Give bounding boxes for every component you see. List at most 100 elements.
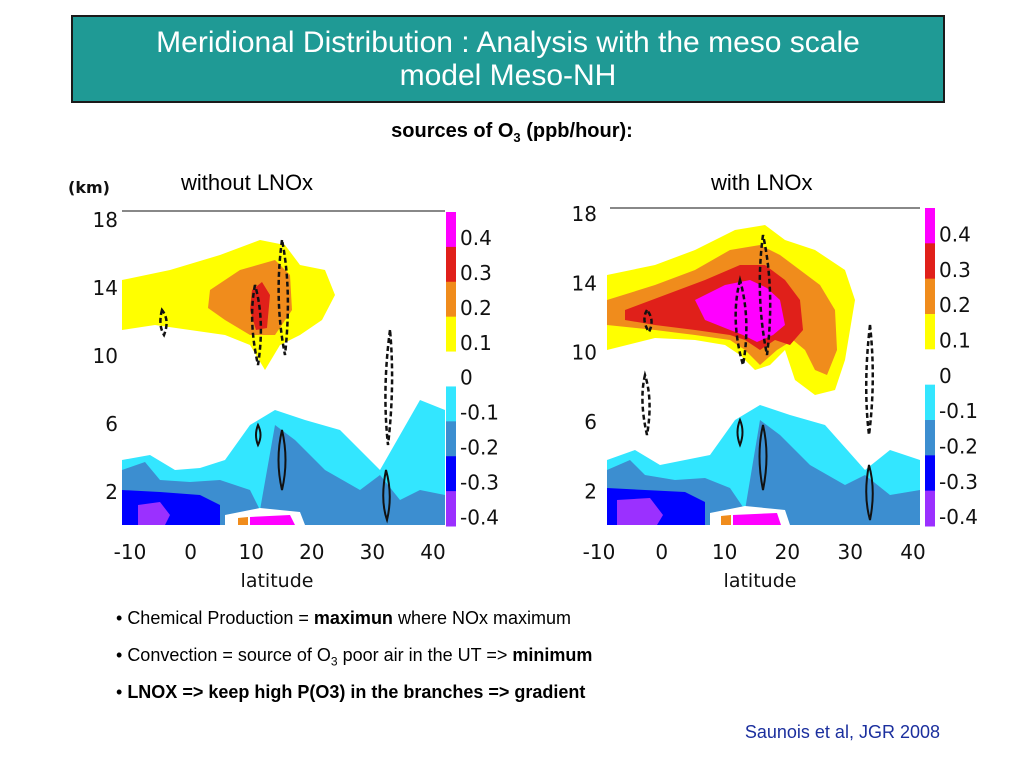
y-tick-label: 18 <box>93 208 118 232</box>
x-tick-label: 40 <box>420 540 445 564</box>
dashed-contour-2 <box>250 284 263 366</box>
y-tick-labels: 18 14 10 6 2 <box>93 208 118 504</box>
bullet-item-1: • Chemical Production = maximun where NO… <box>116 607 592 644</box>
x-tick-label: 0 <box>655 540 668 564</box>
y-tick-label: 2 <box>584 479 597 503</box>
colorbar-label: 0 <box>939 364 952 388</box>
y-tick-label: 2 <box>105 480 118 504</box>
bullet-3-bold: LNOX => keep high P(O3) in the branches … <box>127 682 586 702</box>
solid-contour-3 <box>865 464 874 521</box>
bullet-item-3: • LNOX => keep high P(O3) in the branche… <box>116 681 592 718</box>
dashed-contour-5 <box>864 324 875 436</box>
solid-contour-1 <box>255 422 262 448</box>
bullet-2-bold: minimum <box>512 645 593 665</box>
y-tick-label: 10 <box>572 341 597 365</box>
bullet-marker: • <box>116 608 128 628</box>
colorbar-label: 0.2 <box>939 293 971 317</box>
x-tick-label: 10 <box>712 540 737 564</box>
colorbar-label: -0.1 <box>939 399 978 423</box>
colorbar-label: -0.1 <box>460 401 499 425</box>
y-tick-label: 18 <box>572 202 597 226</box>
colorbar-swatch <box>446 491 456 527</box>
x-tick-label: -10 <box>583 540 616 564</box>
colorbar-label: -0.3 <box>939 470 978 494</box>
dashed-contour-3 <box>734 275 748 366</box>
colorbar-swatch <box>446 421 456 457</box>
dashed-contour-1 <box>159 307 168 338</box>
dashed-contours <box>159 239 394 446</box>
colorbar-swatch <box>925 278 935 315</box>
y-axis-label: (km) <box>68 178 110 197</box>
solid-contours <box>736 417 874 521</box>
x-tick-label: 0 <box>184 540 197 564</box>
colorbar-swatch <box>446 386 456 422</box>
x-axis-label: latitude <box>724 570 797 592</box>
subtitle-prefix: sources of O <box>391 120 514 142</box>
figure-subtitle: sources of O3 (ppb/hour): <box>0 120 1024 145</box>
y-tick-labels: 18 14 10 6 2 <box>572 202 597 503</box>
colorbar-label: 0.1 <box>939 329 971 353</box>
solid-contour-2 <box>277 429 287 491</box>
bullet-1-text: Chemical Production = <box>127 608 314 628</box>
colorbar-swatch <box>925 314 935 350</box>
colorbar-swatch <box>446 212 456 248</box>
y-tick-label: 14 <box>93 276 118 300</box>
dashed-contour-2 <box>641 370 651 436</box>
colorbar-label: 0 <box>460 366 473 390</box>
colorbar-label: -0.2 <box>939 435 978 459</box>
x-tick-labels: -10 0 10 20 30 40 <box>583 540 926 564</box>
x-tick-label: -10 <box>114 540 147 564</box>
contour-orange-surface <box>721 515 731 525</box>
contour-purple <box>138 502 170 525</box>
y-tick-label: 10 <box>93 344 118 368</box>
colorbar-swatch <box>446 351 456 387</box>
colorbar-swatch <box>925 420 935 456</box>
colorbar-label: 0.3 <box>460 261 492 285</box>
colorbar-swatch <box>446 246 456 283</box>
colorbar-swatch <box>925 349 935 386</box>
solid-contour-1 <box>736 417 744 448</box>
contour-magenta-surface <box>250 515 295 525</box>
x-tick-labels: -10 0 10 20 30 40 <box>114 540 446 564</box>
bullet-2-subscript: 3 <box>330 654 338 669</box>
contour-magenta-surface <box>733 513 781 525</box>
colorbar-swatch <box>925 384 935 421</box>
dashed-contour-4 <box>758 234 772 356</box>
colorbar: 0.4 0.3 0.2 0.1 0 -0.1 -0.2 -0.3 -0.4 <box>925 208 978 529</box>
citation: Saunois et al, JGR 2008 <box>744 722 940 742</box>
slide-title-line-1: Meridional Distribution : Analysis with … <box>156 26 860 59</box>
title-banner: Meridional Distribution : Analysis with … <box>71 15 945 103</box>
dashed-contour-3 <box>277 239 290 356</box>
y-tick-label: 6 <box>105 412 118 436</box>
contour-orange <box>208 260 292 335</box>
bullet-item-2: • Convection = source of O3 poor air in … <box>116 644 592 681</box>
x-tick-label: 20 <box>775 540 800 564</box>
colorbar: 0.4 0.3 0.2 0.1 0 -0.1 -0.2 -0.3 -0.4 <box>446 212 499 529</box>
colorbar-swatch <box>925 243 935 280</box>
x-axis-label: latitude <box>241 570 314 592</box>
colorbar-swatch <box>446 281 456 318</box>
x-tick-label: 10 <box>238 540 263 564</box>
colorbar-label: 0.3 <box>939 258 971 282</box>
x-tick-label: 40 <box>900 540 925 564</box>
colorbar-swatch <box>446 456 456 492</box>
bullet-1-text-end: where NOx maximum <box>392 608 571 628</box>
slide-title-line-2: model Meso-NH <box>399 59 617 92</box>
y-tick-label: 6 <box>584 410 597 434</box>
dashed-contours <box>641 234 875 436</box>
contour-orange-surface <box>238 517 248 525</box>
colorbar-label: 0.1 <box>460 331 492 355</box>
solid-contours <box>255 422 391 524</box>
subtitle-subscript: 3 <box>513 130 521 145</box>
panel-label-with-lnox: with LNOx <box>711 170 813 195</box>
colorbar-label: -0.3 <box>460 470 499 494</box>
colorbar-swatch <box>925 208 935 244</box>
bullet-1-bold: maximun <box>313 608 393 628</box>
bullet-list: • Chemical Production = maximun where NO… <box>116 607 592 718</box>
solid-contour-2 <box>758 424 768 491</box>
subtitle-suffix: (ppb/hour): <box>520 120 633 142</box>
bullet-marker: • <box>116 645 128 665</box>
x-tick-label: 30 <box>837 540 862 564</box>
x-tick-label: 20 <box>299 540 324 564</box>
contour-field <box>607 225 920 525</box>
